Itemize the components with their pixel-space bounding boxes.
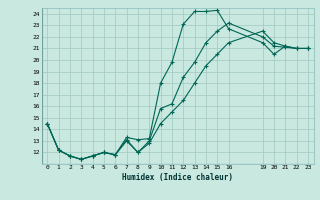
X-axis label: Humidex (Indice chaleur): Humidex (Indice chaleur) xyxy=(122,173,233,182)
